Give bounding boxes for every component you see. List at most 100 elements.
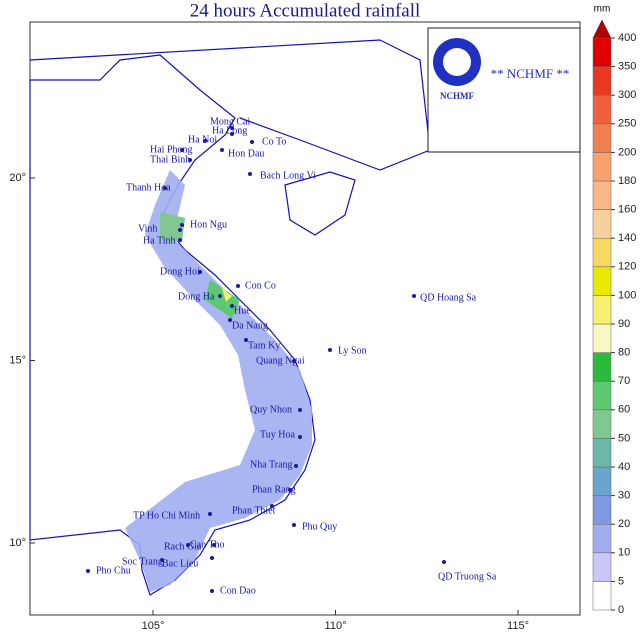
place-dot <box>163 186 167 190</box>
legend-label: 40 <box>618 461 630 473</box>
legend-label: 50 <box>618 432 630 444</box>
legend-label: 0 <box>618 604 624 616</box>
place-label: Con Co <box>245 280 276 291</box>
place-dot <box>208 512 212 516</box>
place-label: Ha Long <box>212 125 247 136</box>
place-label: Hai Phong <box>150 144 193 155</box>
legend-label: 120 <box>618 261 636 273</box>
legend-label: 300 <box>618 89 636 101</box>
legend-swatch <box>592 152 612 182</box>
place-dot <box>298 435 302 439</box>
rain-area <box>222 288 232 302</box>
logo: NCHMF ** NCHMF ** <box>427 27 581 153</box>
legend-swatch <box>592 323 612 353</box>
legend-swatch <box>592 180 612 210</box>
legend-label: 180 <box>618 175 636 187</box>
place-dot <box>228 318 232 322</box>
place-dot <box>186 543 190 547</box>
place-label: QD Hoang Sa <box>420 292 477 303</box>
place-label: Ha Noi <box>188 134 217 145</box>
logo-text: ** NCHMF ** <box>491 66 570 81</box>
map-title: 24 hours Accumulated rainfall <box>190 0 421 21</box>
place-dot <box>230 126 234 130</box>
legend-swatch <box>592 438 612 468</box>
legend-label: 80 <box>618 347 630 359</box>
legend-label: 20 <box>618 518 630 530</box>
legend-label: 100 <box>618 289 636 301</box>
place-dot <box>328 348 332 352</box>
legend-swatch <box>592 295 612 325</box>
logo-emblem-text: NCHMF <box>440 91 474 101</box>
place-dot <box>220 148 224 152</box>
legend-swatch <box>592 37 612 67</box>
legend-swatch <box>592 94 612 125</box>
legend-swatch <box>592 380 612 411</box>
legend-swatch <box>592 237 612 268</box>
place-label: Da Nang <box>232 320 268 331</box>
place-dot <box>86 569 90 573</box>
place-label: Dong Ha <box>178 291 215 302</box>
rain-area <box>125 170 312 592</box>
legend-label: 70 <box>618 375 630 387</box>
y-tick-label: 10° <box>9 537 26 549</box>
place-label: Tam Ky <box>248 340 280 351</box>
place-label: Mong Cai <box>210 116 251 127</box>
legend-swatch <box>592 581 612 611</box>
place-label: Phan Thiet <box>232 505 276 516</box>
place-label: Quy Nhon <box>250 404 292 415</box>
place-dot <box>294 464 298 468</box>
y-tick-label: 20° <box>9 172 26 184</box>
legend-swatch <box>592 123 612 153</box>
legend-swatch <box>592 266 612 296</box>
place-label: Hon Ngu <box>190 219 227 230</box>
place-dot <box>292 523 296 527</box>
legend-label: 350 <box>618 61 636 73</box>
legend-swatch <box>592 409 612 439</box>
place-dot <box>442 560 446 564</box>
legend-label: 30 <box>618 490 630 502</box>
legend-label: 160 <box>618 204 636 216</box>
place-label: QD Truong Sa <box>438 571 497 582</box>
place-dot <box>178 228 182 232</box>
place-label: Vinh <box>138 223 157 234</box>
place-label: Bac Lieu <box>162 558 198 569</box>
place-label: Soc Trang <box>122 556 163 567</box>
place-label: TP Ho Chi Minh <box>133 510 200 521</box>
place-label: Rach Gia <box>164 541 202 552</box>
place-dot <box>248 172 252 176</box>
x-tick-label: 105° <box>142 620 165 632</box>
place-label: Phan Rang <box>252 484 296 495</box>
legend-label: 5 <box>618 575 624 587</box>
place-label: Nha Trang <box>250 459 293 470</box>
place-dot <box>230 304 234 308</box>
place-dot <box>210 589 214 593</box>
place-label: Thai Binh <box>150 154 190 165</box>
legend-swatch <box>592 352 612 382</box>
legend-label: 250 <box>618 118 636 130</box>
legend-label: 200 <box>618 146 636 158</box>
place-label: Tuy Hoa <box>260 429 295 440</box>
place-dot <box>236 284 240 288</box>
place-label: Can Tho <box>190 539 225 550</box>
place-dot <box>270 504 274 508</box>
place-dot <box>218 294 222 298</box>
place-label: Hue <box>234 305 251 316</box>
legend-swatch <box>592 523 612 554</box>
legend-swatch <box>592 209 612 239</box>
legend-swatch <box>592 495 612 525</box>
place-label: Thanh Hoa <box>126 182 171 193</box>
place-dot <box>292 359 296 363</box>
place-dot <box>180 148 184 152</box>
place-label: Bach Long Vi <box>260 170 316 181</box>
legend-unit: mm <box>594 4 611 15</box>
place-label: Con Dao <box>220 585 256 596</box>
place-label: Ha Tinh <box>143 235 176 246</box>
hainan <box>284 171 356 236</box>
place-label: Hon Dau <box>228 148 264 159</box>
place-label: Co To <box>262 136 286 147</box>
rain-area <box>205 280 240 318</box>
legend-label: 140 <box>618 232 636 244</box>
place-label: Phu Quy <box>302 521 337 532</box>
x-tick-label: 115° <box>507 620 529 632</box>
